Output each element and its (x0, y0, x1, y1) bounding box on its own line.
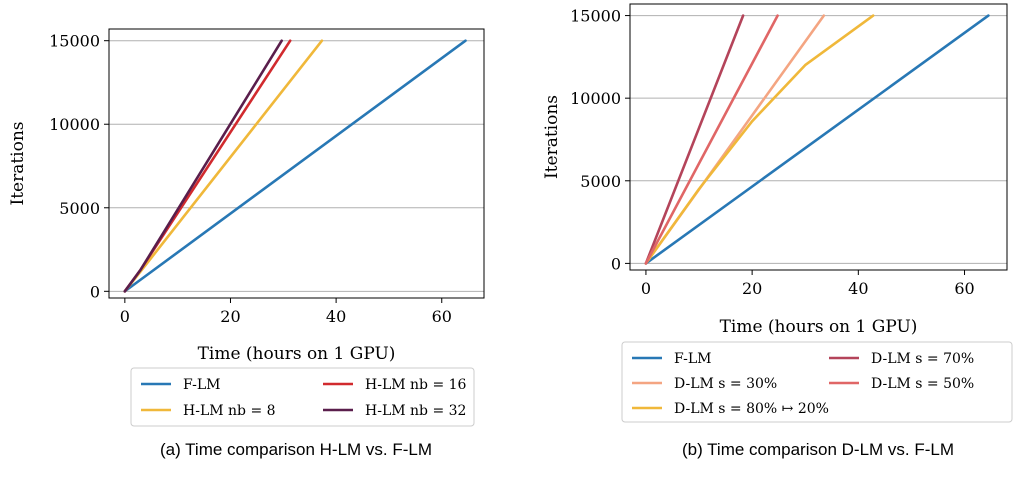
legend-entry: H-LM nb = 32 (365, 403, 466, 419)
chart-1: 0 5000 10000 15000 0 20 40 60 Time (hours on 1 G… (8, 28, 485, 459)
xtick-label: 40 (326, 307, 346, 326)
series-line-h-lm-nb-8 (123, 39, 324, 293)
series-line-f-lm (123, 39, 467, 293)
chart-2: 0 5000 10000 15000 0 20 40 60 Time (hours on 1 G… (542, 3, 1013, 459)
legend-entry: F-LM (183, 377, 220, 393)
series-line-d-lm-s-80-20- (644, 14, 875, 265)
xtick-label: 60 (432, 307, 452, 326)
xtick-label: 40 (848, 279, 868, 298)
legend: F-LM H-LM nb = 8 H-LM nb = 16 H-LM nb = 32 (130, 367, 475, 427)
legend-entry: H-LM nb = 8 (183, 403, 276, 419)
legend-entry: D-LM s = 80% ↦ 20% (674, 401, 829, 417)
figure-caption: (b) Time comparison D-LM vs. F-LM (682, 440, 954, 459)
legend-entry: D-LM s = 50% (871, 376, 974, 392)
ytick-label: 10000 (49, 115, 100, 134)
legend-entry: D-LM s = 70% (871, 351, 974, 367)
ytick-label: 0 (611, 254, 621, 273)
series-line-h-lm-nb-32 (123, 39, 284, 293)
legend-entry: H-LM nb = 16 (365, 377, 467, 393)
xtick-label: 0 (120, 307, 130, 326)
x-axis-label: Time (hours on 1 GPU) (720, 317, 918, 337)
series-line-d-lm-s-70- (644, 14, 745, 265)
legend-box (130, 367, 475, 427)
xtick-label: 60 (954, 279, 974, 298)
legend-box (621, 341, 1013, 423)
legend-entry: F-LM (674, 351, 711, 367)
x-axis-label: Time (hours on 1 GPU) (198, 344, 396, 364)
xtick-label: 20 (220, 307, 240, 326)
legend-entry: D-LM s = 30% (674, 376, 777, 392)
y-axis-label: Iterations (8, 121, 28, 205)
ytick-label: 5000 (59, 199, 100, 218)
ytick-label: 5000 (580, 172, 621, 191)
legend: F-LM D-LM s = 30% D-LM s = 80% ↦ 20% D-LM s… (621, 341, 1013, 423)
series-line-d-lm-s-50- (644, 14, 779, 265)
plot-frame (629, 3, 1008, 271)
ytick-label: 10000 (570, 89, 621, 108)
xtick-label: 0 (641, 279, 651, 298)
figure-caption: (a) Time comparison H-LM vs. F-LM (160, 440, 432, 459)
ytick-label: 0 (90, 282, 100, 301)
y-axis-label: Iterations (542, 95, 562, 179)
xtick-label: 20 (742, 279, 762, 298)
ytick-label: 15000 (570, 7, 621, 26)
plot-frame (108, 28, 485, 299)
series-line-f-lm (644, 14, 990, 265)
ytick-label: 15000 (49, 32, 100, 51)
